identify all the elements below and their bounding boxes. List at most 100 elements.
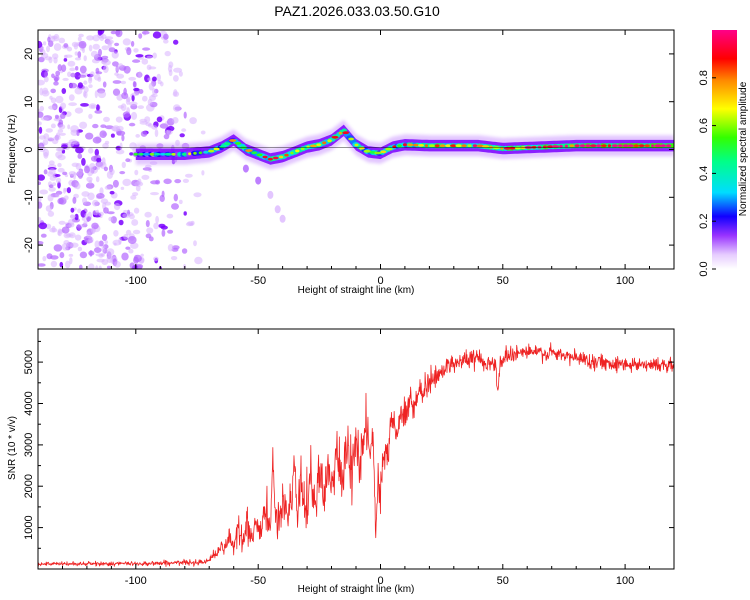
- noise-blob: [118, 236, 122, 245]
- noise-blob: [86, 216, 90, 222]
- ridge-peak: [633, 144, 640, 148]
- noise-blob: [106, 265, 111, 269]
- ridge-peak: [133, 152, 139, 156]
- noise-blob: [140, 130, 148, 137]
- noise-blob: [115, 116, 123, 123]
- noise-blob: [62, 77, 69, 81]
- noise-blob: [179, 133, 185, 138]
- noise-blob: [42, 255, 47, 262]
- noise-blob: [57, 64, 62, 72]
- ridge-peak: [428, 144, 435, 148]
- noise-blob: [92, 199, 99, 207]
- noise-blob: [61, 88, 67, 94]
- noise-blob: [53, 81, 59, 86]
- noise-blob: [61, 226, 70, 234]
- ridge-peak: [622, 144, 629, 148]
- noise-blob: [83, 80, 88, 85]
- noise-blob: [121, 92, 129, 100]
- ridge-peak: [181, 152, 187, 156]
- noise-blob: [38, 126, 43, 134]
- noise-blob: [60, 102, 67, 110]
- noise-blob: [125, 229, 132, 236]
- noise-blob: [161, 190, 165, 198]
- noise-blob: [111, 51, 119, 59]
- noise-blob: [101, 55, 109, 59]
- ridge-peak: [461, 144, 467, 148]
- noise-blob: [47, 36, 51, 43]
- noise-blob: [58, 37, 66, 44]
- spec-y-tick-label: 20: [23, 48, 35, 60]
- noise-blob: [48, 168, 56, 175]
- noise-blob: [102, 65, 109, 73]
- noise-blob: [129, 152, 134, 156]
- noise-blob: [185, 222, 193, 227]
- noise-blob: [38, 111, 44, 118]
- noise-blob: [123, 233, 129, 240]
- noise-blob: [84, 165, 90, 174]
- noise-blob: [183, 111, 187, 119]
- noise-blob: [81, 157, 86, 166]
- noise-blob: [81, 216, 86, 221]
- noise-blob: [70, 72, 76, 78]
- noise-blob: [138, 89, 144, 94]
- noise-blob: [189, 117, 197, 125]
- noise-blob: [63, 195, 69, 201]
- noise-blob: [98, 265, 102, 269]
- noise-blob: [182, 178, 189, 183]
- noise-blob: [115, 149, 125, 155]
- ridge-peak: [203, 150, 209, 154]
- noise-blob: [159, 123, 169, 129]
- noise-blob: [200, 130, 206, 135]
- snr-y-tick-label: 4000: [23, 391, 35, 415]
- noise-blob: [133, 48, 139, 53]
- noise-blob: [90, 104, 96, 109]
- noise-blob: [79, 251, 88, 259]
- noise-blob: [68, 232, 76, 239]
- ridge-peak: [660, 144, 667, 148]
- noise-blob: [163, 133, 170, 140]
- spectrogram-y-label: Frequency (Hz): [7, 115, 18, 184]
- noise-blob: [138, 33, 143, 39]
- colorbar-tick-label: 0.6: [698, 118, 710, 133]
- noise-blob: [94, 148, 100, 156]
- spec-y-tick-label: -10: [23, 189, 35, 205]
- noise-blob: [114, 42, 120, 47]
- noise-blob: [148, 82, 154, 91]
- noise-blob: [50, 88, 56, 94]
- noise-blob: [74, 213, 79, 221]
- ridge-peak: [322, 141, 327, 145]
- noise-blob: [134, 181, 144, 187]
- noise-blob: [132, 192, 139, 197]
- noise-blob: [149, 95, 156, 101]
- noise-blob: [79, 264, 83, 269]
- ridge-peak: [618, 144, 623, 148]
- noise-blob: [148, 66, 157, 70]
- noise-blob: [161, 229, 166, 237]
- noise-blob: [52, 53, 59, 60]
- ridge-peak: [651, 144, 654, 148]
- noise-blob: [88, 44, 93, 52]
- noise-blob: [96, 161, 104, 168]
- noise-blob: [39, 105, 45, 112]
- noise-blob: [55, 151, 63, 159]
- colorbar-tick-label: 0.2: [698, 214, 710, 229]
- noise-blob: [53, 43, 62, 51]
- noise-blob: [82, 91, 87, 98]
- noise-blob: [139, 118, 148, 123]
- noise-blob: [104, 36, 114, 40]
- noise-blob: [163, 39, 169, 44]
- ridge-peak: [188, 152, 192, 156]
- noise-blob: [127, 236, 137, 244]
- snr-y-tick-label: 2000: [23, 474, 35, 498]
- ridge-peak: [309, 144, 317, 148]
- noise-blob: [128, 101, 138, 107]
- noise-blob: [147, 77, 152, 81]
- noise-blob: [130, 40, 135, 47]
- noise-blob: [92, 34, 100, 42]
- ridge-peak: [374, 151, 382, 155]
- ridge-peak: [348, 137, 354, 141]
- noise-blob: [152, 88, 156, 96]
- noise-blob: [183, 211, 187, 216]
- noise-blob: [88, 236, 94, 243]
